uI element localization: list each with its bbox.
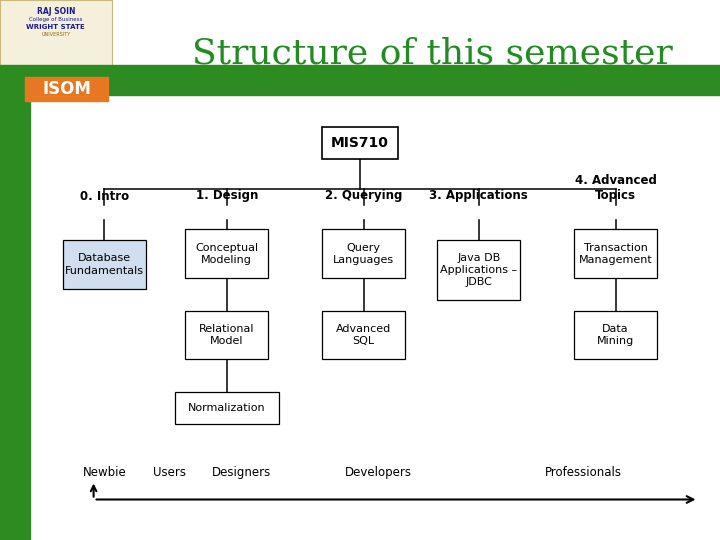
FancyBboxPatch shape bbox=[575, 310, 657, 359]
Text: Query
Languages: Query Languages bbox=[333, 242, 394, 265]
FancyBboxPatch shape bbox=[323, 230, 405, 278]
FancyBboxPatch shape bbox=[63, 240, 145, 289]
FancyBboxPatch shape bbox=[186, 310, 268, 359]
FancyBboxPatch shape bbox=[174, 392, 279, 424]
Text: Users: Users bbox=[153, 466, 186, 479]
Text: Developers: Developers bbox=[344, 466, 412, 479]
FancyBboxPatch shape bbox=[438, 240, 521, 300]
FancyBboxPatch shape bbox=[323, 127, 397, 159]
FancyBboxPatch shape bbox=[323, 310, 405, 359]
Text: MIS710: MIS710 bbox=[331, 136, 389, 150]
Text: Advanced
SQL: Advanced SQL bbox=[336, 323, 391, 346]
FancyBboxPatch shape bbox=[575, 230, 657, 278]
Bar bbox=[0, 65, 720, 94]
Text: Normalization: Normalization bbox=[188, 403, 266, 413]
Text: Newbie: Newbie bbox=[83, 466, 126, 479]
Bar bbox=[25, 77, 108, 101]
Text: WRIGHT STATE: WRIGHT STATE bbox=[27, 24, 85, 30]
Text: Transaction
Management: Transaction Management bbox=[579, 242, 652, 265]
Text: 3. Applications: 3. Applications bbox=[429, 190, 528, 202]
Text: Relational
Model: Relational Model bbox=[199, 323, 255, 346]
Text: Designers: Designers bbox=[212, 466, 271, 479]
Text: 4. Advanced
Topics: 4. Advanced Topics bbox=[575, 174, 657, 202]
Text: 0. Intro: 0. Intro bbox=[80, 190, 129, 202]
Text: Professionals: Professionals bbox=[545, 466, 621, 479]
Bar bbox=[0, 0, 30, 540]
Text: Structure of this semester: Structure of this semester bbox=[192, 37, 672, 71]
Text: Database
Fundamentals: Database Fundamentals bbox=[65, 253, 144, 276]
Text: Java DB
Applications –
JDBC: Java DB Applications – JDBC bbox=[440, 253, 518, 287]
Text: 2. Querying: 2. Querying bbox=[325, 190, 402, 202]
Text: Data
Mining: Data Mining bbox=[597, 323, 634, 346]
Text: 1. Design: 1. Design bbox=[196, 190, 258, 202]
FancyBboxPatch shape bbox=[186, 230, 268, 278]
Text: ISOM: ISOM bbox=[42, 80, 91, 98]
Text: UNIVERSITY: UNIVERSITY bbox=[41, 31, 71, 37]
Text: Conceptual
Modeling: Conceptual Modeling bbox=[195, 242, 258, 265]
Text: College of Business: College of Business bbox=[29, 17, 83, 23]
Bar bbox=[0, 0, 112, 84]
Text: RAJ SOIN: RAJ SOIN bbox=[37, 8, 75, 16]
